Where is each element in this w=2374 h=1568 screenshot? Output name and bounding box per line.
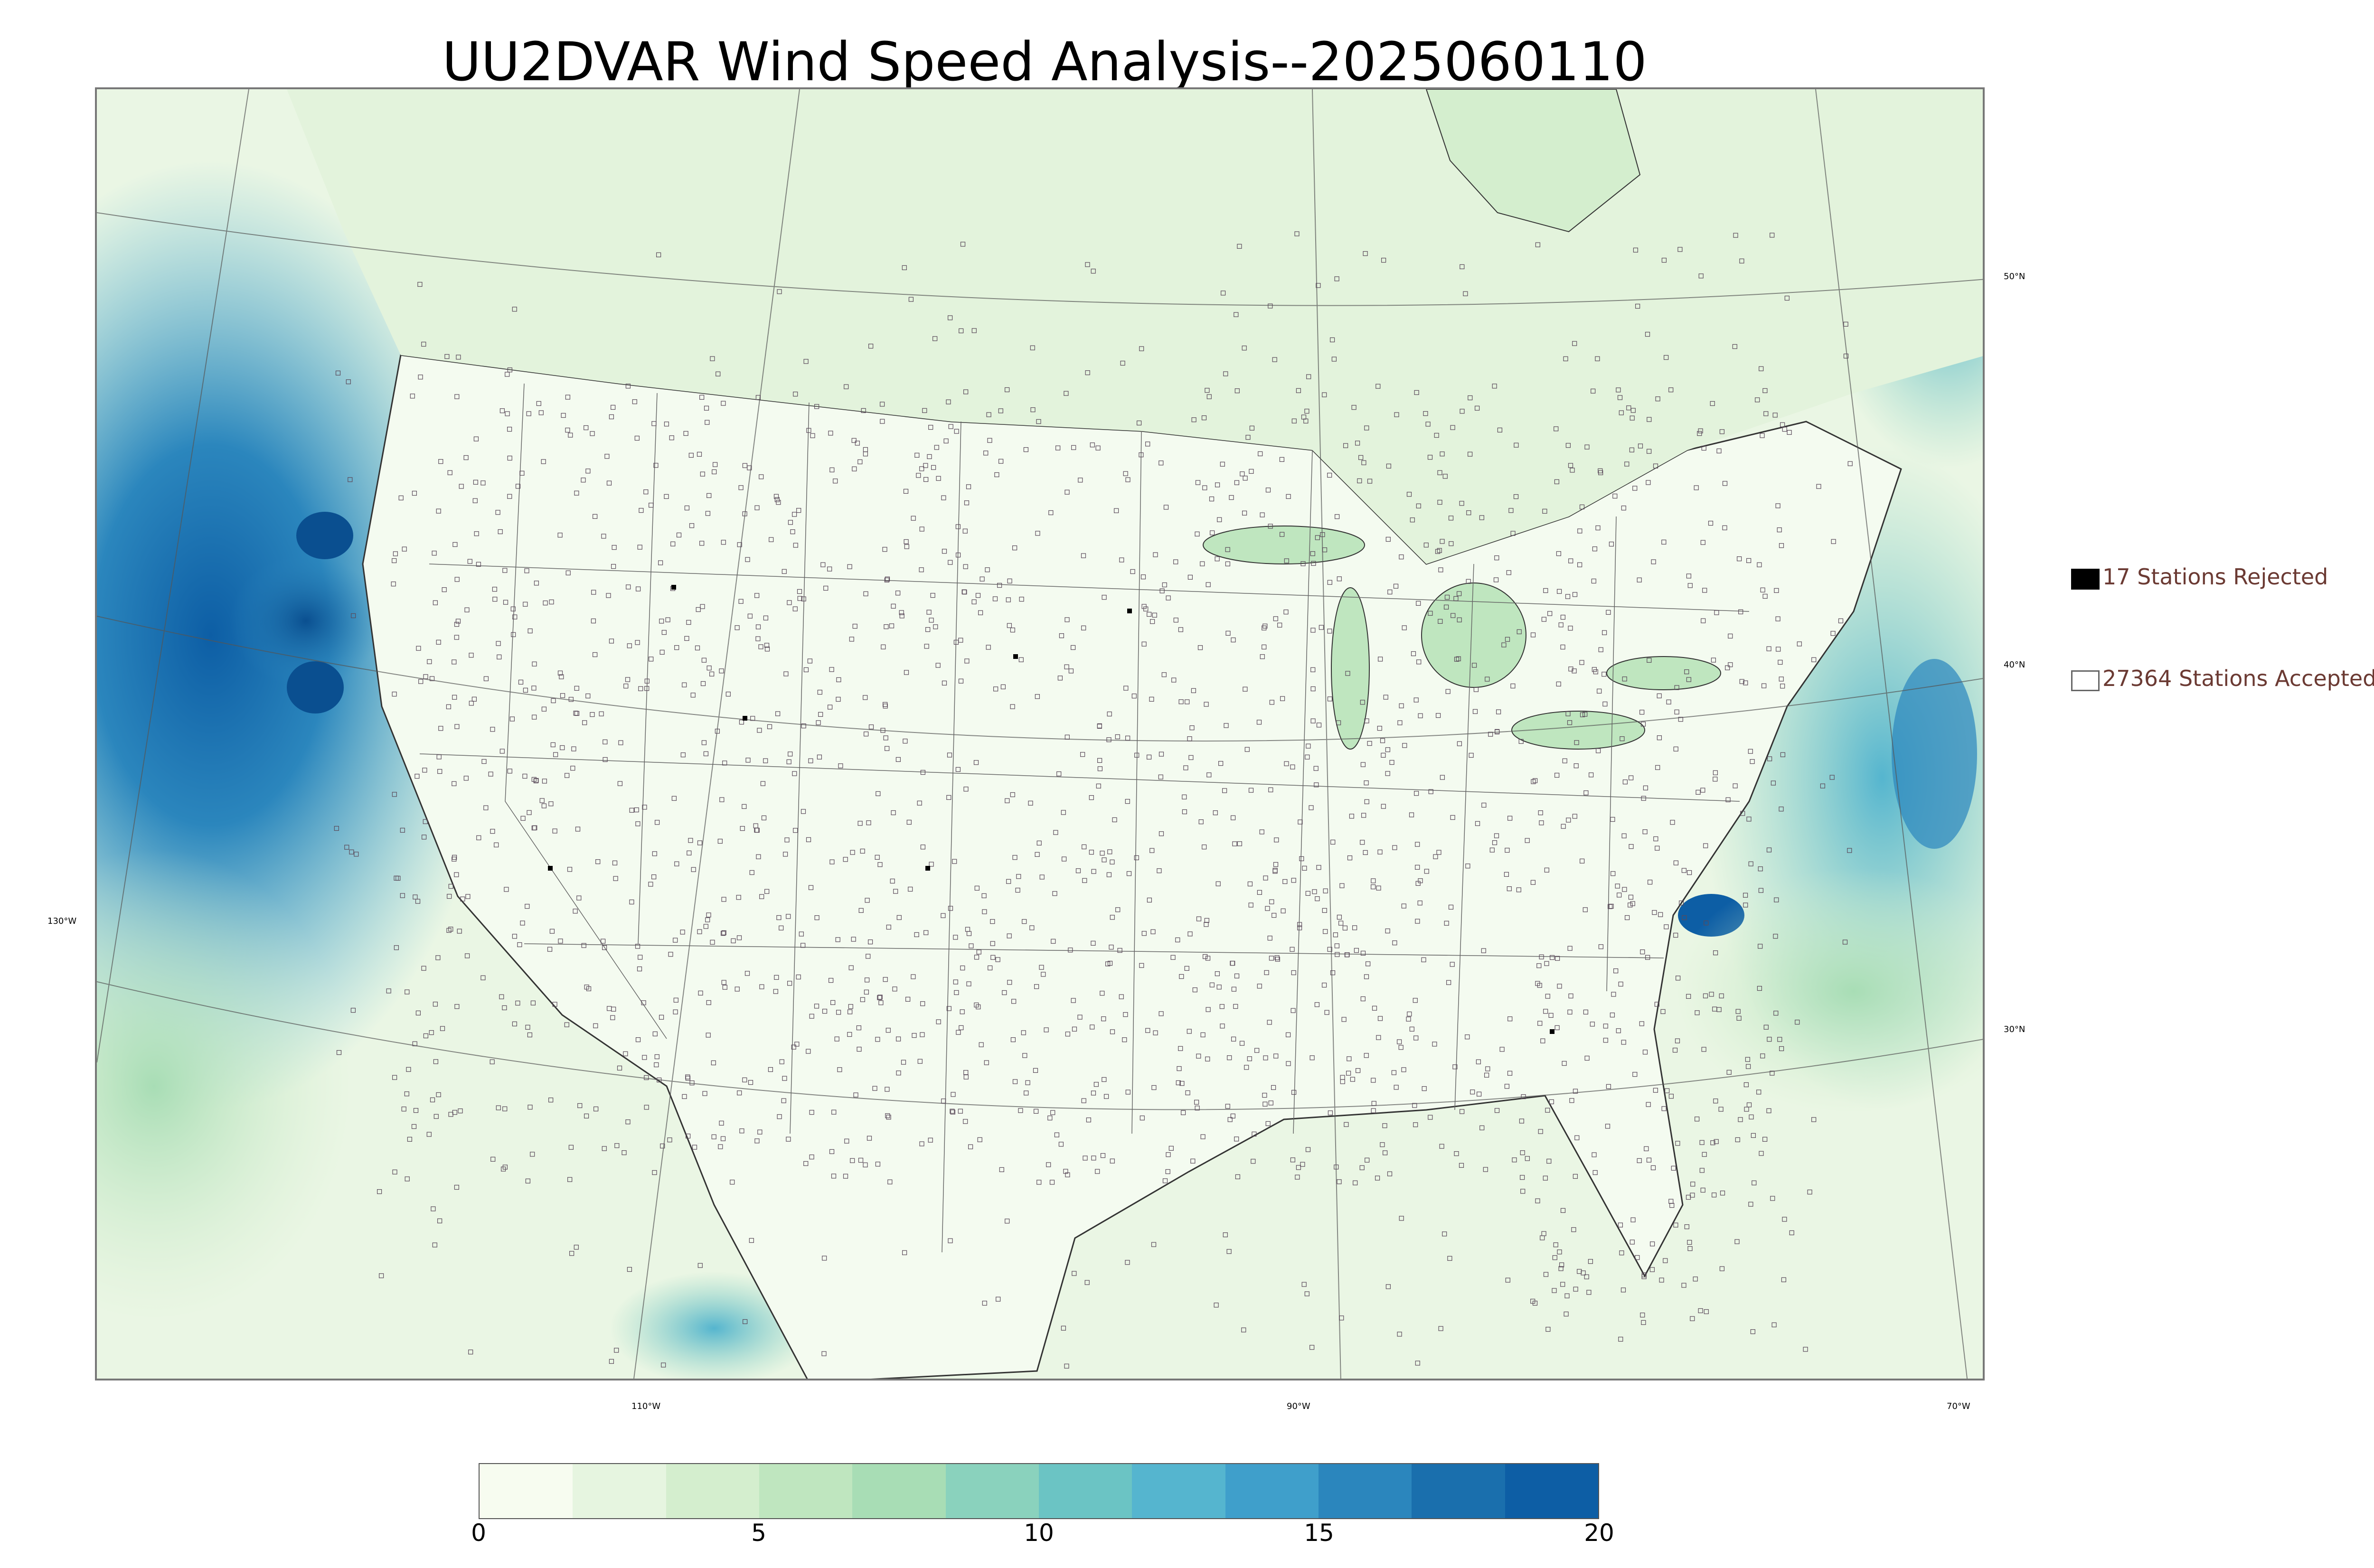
colorbar-segment (1038, 1464, 1132, 1518)
colorbar-segment (759, 1464, 853, 1518)
wind-speed-map (95, 87, 1985, 1380)
colorbar-segment (852, 1464, 946, 1518)
station-markers (334, 231, 1853, 1369)
colorbar-tick-label: 10 (1024, 1519, 1054, 1547)
rejected-stations (548, 585, 1554, 1034)
longitude-label: 90°W (1287, 1401, 1310, 1411)
longitude-label: 70°W (1947, 1401, 1970, 1411)
hollow-square-icon (2071, 670, 2100, 691)
latitude-label: 50°N (2004, 272, 2025, 282)
colorbar-tick-label: 20 (1584, 1519, 1614, 1547)
colorbar-segment (1132, 1464, 1225, 1518)
legend-label: 27364 Stations Accepted (2102, 666, 2374, 691)
colorbar-segment (1412, 1464, 1505, 1518)
hudson-bay (1425, 89, 1641, 233)
colorbar-segment (480, 1464, 573, 1518)
colorbar-segment (1505, 1464, 1598, 1518)
colorbar-segment (1318, 1464, 1412, 1518)
colorbar-segment (945, 1464, 1039, 1518)
colorbar-tick-label: 0 (471, 1519, 486, 1547)
map-canvas (97, 89, 1983, 1379)
colorbar-tick-label: 15 (1304, 1519, 1334, 1547)
longitude-label: 110°W (631, 1401, 661, 1411)
colorbar-segment (666, 1464, 759, 1518)
colorbar-segment (573, 1464, 666, 1518)
legend-label: 17 Stations Rejected (2102, 564, 2328, 590)
longitude-label: 130°W (47, 916, 77, 926)
latitude-label: 40°N (2004, 660, 2025, 670)
colorbar-segment (1225, 1464, 1319, 1518)
filled-square-icon (2071, 569, 2100, 590)
state-borders (419, 383, 1750, 1253)
colorbar (479, 1463, 1599, 1519)
latitude-label: 30°N (2004, 1024, 2025, 1034)
graticule (97, 89, 1983, 1379)
map-title: UU2DVAR Wind Speed Analysis--2025060110 (442, 31, 1647, 93)
colorbar-tick-label: 5 (751, 1519, 766, 1547)
